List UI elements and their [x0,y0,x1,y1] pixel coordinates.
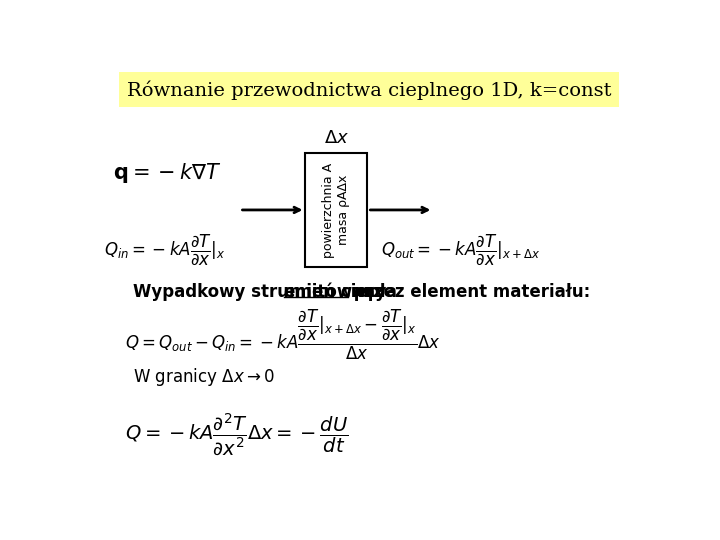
Text: $Q_{out} = -kA\dfrac{\partial T}{\partial x}|_{x+\Delta x}$: $Q_{out} = -kA\dfrac{\partial T}{\partia… [381,232,540,267]
Text: $Q = -kA\dfrac{\partial^2 T}{\partial x^2}\Delta x = -\dfrac{dU}{dt}$: $Q = -kA\dfrac{\partial^2 T}{\partial x^… [125,411,348,457]
Text: powierzchnia A
masa ρAΔx: powierzchnia A masa ρAΔx [323,163,351,258]
Text: przez element materiału:: przez element materiału: [348,283,590,301]
Text: W granicy $\Delta x \rightarrow 0$: W granicy $\Delta x \rightarrow 0$ [132,366,274,388]
Text: $Q_{in} = -kA\dfrac{\partial T}{\partial x}|_x$: $Q_{in} = -kA\dfrac{\partial T}{\partial… [104,232,225,267]
Text: $\Delta x$: $\Delta x$ [324,129,349,147]
Text: Wypadkowy strumień ciepła: Wypadkowy strumień ciepła [132,283,402,301]
Text: $\mathbf{q} = -k\nabla T$: $\mathbf{q} = -k\nabla T$ [113,160,222,185]
Text: emitowany: emitowany [284,283,387,301]
Text: $Q = Q_{out} - Q_{in} = -kA\dfrac{\dfrac{\partial T}{\partial x}|_{x+\Delta x} -: $Q = Q_{out} - Q_{in} = -kA\dfrac{\dfrac… [125,307,441,361]
Text: Równanie przewodnictwa cieplnego 1D, k=const: Równanie przewodnictwa cieplnego 1D, k=c… [127,80,611,100]
Bar [305,153,367,267]
